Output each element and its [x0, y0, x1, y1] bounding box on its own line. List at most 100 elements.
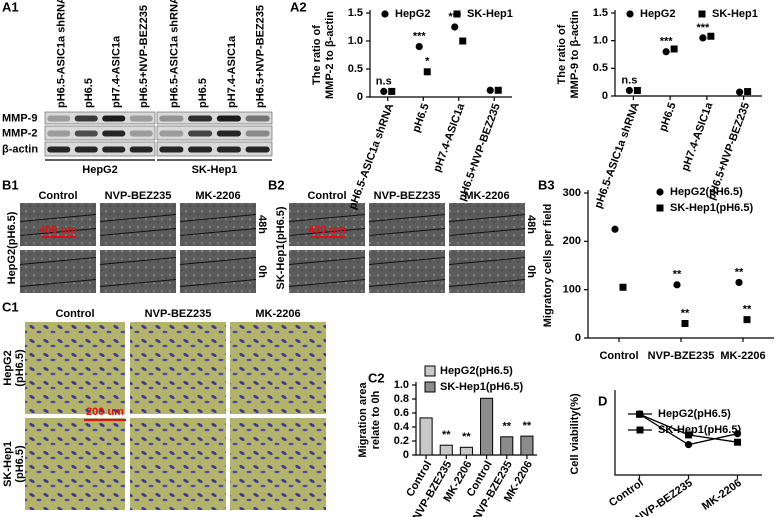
y-tick-label: 0.8 [394, 393, 409, 405]
significance: ** [681, 307, 690, 319]
legend-label: HepG2 [395, 8, 430, 20]
significance: *** [696, 22, 710, 34]
line-point [734, 438, 741, 446]
blot-band [47, 146, 71, 153]
significance: ** [523, 420, 532, 432]
column-label: MK-2206 [195, 190, 240, 202]
legend-marker [698, 10, 706, 18]
data-point [486, 86, 494, 94]
blot-band [216, 130, 241, 137]
legend-marker [381, 10, 389, 18]
line-point [685, 431, 692, 439]
micrograph [449, 250, 525, 293]
panel-label: B2 [268, 177, 285, 192]
wound-edge [448, 228, 526, 236]
y-axis-label: MMP-9 to β-actin [569, 10, 581, 98]
blot-band [245, 146, 270, 153]
blot-band [129, 115, 153, 122]
micrograph [369, 250, 445, 293]
bar [520, 435, 534, 456]
legend-label: SK-Hep1 [467, 8, 513, 20]
significance: * [425, 56, 430, 68]
wound-edge [368, 279, 446, 287]
cell-label: HepG2(pH6.5) [6, 211, 18, 284]
row-label: (pH6.5) [14, 445, 26, 483]
time-label: 48h [256, 215, 268, 234]
y-tick-label: 300 [563, 187, 581, 199]
bar [500, 436, 514, 456]
wound-edge [448, 257, 526, 265]
significance: ** [673, 269, 682, 281]
micrograph [130, 418, 226, 510]
cell-label: SK-Hep1(pH6.5) [275, 206, 287, 289]
blot-band [102, 115, 126, 122]
blot-band [216, 146, 241, 153]
row-label: SK-Hep1 [2, 441, 14, 487]
blot-band [188, 130, 213, 137]
blot-band [188, 146, 213, 153]
blot-row-label: MMP-9 [2, 112, 37, 124]
y-tick-label: 0 [575, 332, 581, 344]
y-tick-label: 0 [602, 90, 608, 102]
y-axis-label: The ratio of [311, 25, 323, 85]
blot-band [188, 115, 213, 122]
legend-label: HepG2(pH6.5) [440, 365, 513, 377]
blot-band [216, 115, 241, 122]
data-point [670, 45, 678, 53]
x-tick-label: Control [599, 350, 638, 362]
blot-band [74, 146, 98, 153]
data-point [388, 87, 396, 95]
blot-band [245, 130, 270, 137]
data-point [459, 37, 467, 45]
time-label: 0h [256, 265, 268, 278]
micrograph [230, 322, 326, 414]
data-point [423, 68, 431, 76]
blot-band [245, 115, 270, 122]
x-tick-label: Control [607, 477, 646, 509]
x-tick-label: pH7.4-ASIC1a [431, 101, 467, 174]
data-point [673, 281, 681, 289]
column-label: MK-2206 [255, 308, 300, 320]
significance: *** [660, 36, 674, 48]
y-axis-label: The ratio of [556, 24, 568, 84]
legend-label: SK-Hep1 [712, 8, 758, 20]
micrograph [289, 250, 365, 293]
micrograph [230, 418, 326, 510]
lane-label: pH6.5-ASIC1a shRNA [56, 0, 68, 108]
y-axis-label: Migratory cells per field [542, 204, 554, 327]
lane-label: pH7.4-ASIC1a [226, 35, 238, 108]
blot-band [159, 115, 184, 122]
y-tick-label: 0.4 [394, 421, 410, 433]
x-tick-label: NVP-BZE235 [648, 350, 715, 362]
legend-marker [636, 426, 644, 434]
y-axis-label: relate to 0h [370, 390, 382, 449]
blot-band [102, 146, 126, 153]
column-label: Control [307, 190, 346, 202]
legend-label: SK-Hep1(pH6.5) [670, 202, 753, 214]
legend-marker [656, 204, 664, 212]
wound-edge [179, 214, 257, 222]
data-point [662, 48, 670, 56]
column-label: MK-2206 [464, 190, 509, 202]
x-tick-label: pH6.5-ASIC1a shRNA [592, 101, 642, 210]
legend-swatch [424, 365, 436, 377]
legend-label: SK-Hep1(pH6.5) [658, 424, 741, 436]
bar [480, 397, 494, 456]
bar [459, 446, 473, 456]
y-tick-label: 1.5 [593, 7, 608, 19]
wound-edge [288, 228, 366, 236]
time-label: 48h [525, 215, 537, 234]
column-label: NVP-BEZ235 [105, 190, 172, 202]
blot-band [129, 146, 153, 153]
micrograph [100, 203, 176, 246]
micrograph [180, 203, 256, 246]
line-point [636, 410, 643, 418]
data-point [494, 86, 502, 94]
wound-edge [368, 257, 446, 265]
scale-label: 200 um [86, 406, 124, 418]
blot-strip [44, 111, 156, 125]
lane-label: pH6.5-ASIC1a shRNA [168, 0, 180, 108]
panel-label: B3 [538, 177, 555, 192]
legend-label: HepG2(pH6.5) [658, 408, 731, 420]
lane-label: pH6.5 [197, 78, 209, 108]
